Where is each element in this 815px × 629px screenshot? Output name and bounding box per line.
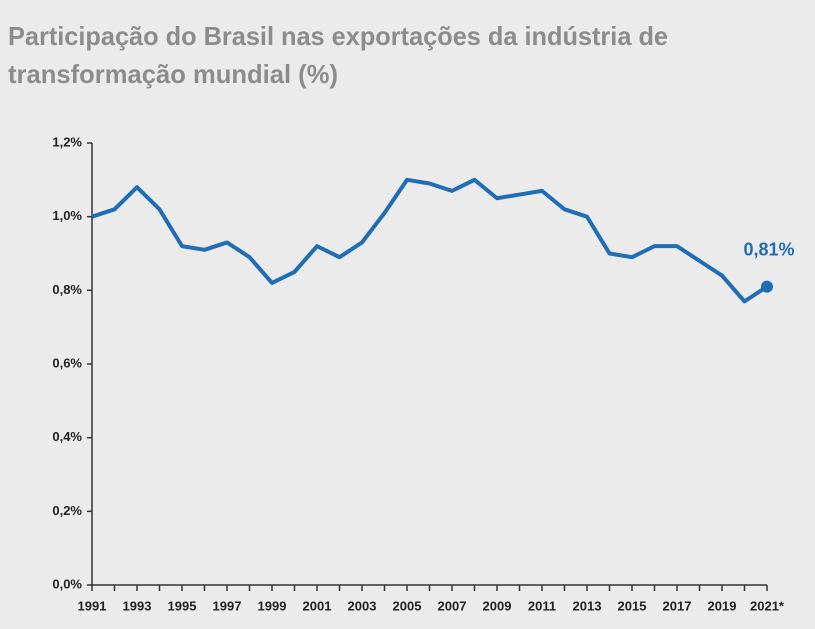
- y-tick-label: 0,8%: [52, 282, 82, 297]
- x-tick-label: 1995: [168, 598, 197, 613]
- data-label: 0,81%: [743, 239, 794, 259]
- x-tick-label: 2005: [393, 598, 422, 613]
- x-tick-label: 2013: [573, 598, 602, 613]
- end-marker: [761, 280, 773, 293]
- y-tick-label: 1,0%: [52, 208, 82, 223]
- line: [91, 177, 769, 304]
- y-tick-label: 0,0%: [52, 576, 82, 591]
- x-tick-label: 2021*: [750, 598, 785, 613]
- x-tick-label: 1993: [123, 598, 152, 613]
- chart-title: Participação do Brasil nas exportações d…: [8, 21, 668, 51]
- x-tick-label: 2017: [663, 598, 692, 613]
- y-tick-label: 0,4%: [52, 429, 82, 444]
- x-tick-label: 2011: [528, 598, 556, 613]
- y-tick-label: 0,6%: [52, 355, 82, 370]
- x-tick-label: 1999: [258, 598, 287, 613]
- x-tick-label: 2003: [348, 598, 377, 613]
- x-tick-label: 2007: [438, 598, 467, 613]
- x-tick-label: 1991: [78, 598, 107, 613]
- x-tick-label: 2001: [303, 598, 332, 613]
- y-tick-label: 1,2%: [52, 134, 82, 149]
- y-tick-label: 0,2%: [52, 503, 82, 518]
- x-tick-label: 2019: [708, 598, 737, 613]
- x-tick-label: 2015: [618, 598, 647, 613]
- chart-title: transformação mundial (%): [8, 59, 338, 89]
- x-tick-label: 2009: [483, 598, 512, 613]
- x-tick-label: 1997: [213, 598, 242, 613]
